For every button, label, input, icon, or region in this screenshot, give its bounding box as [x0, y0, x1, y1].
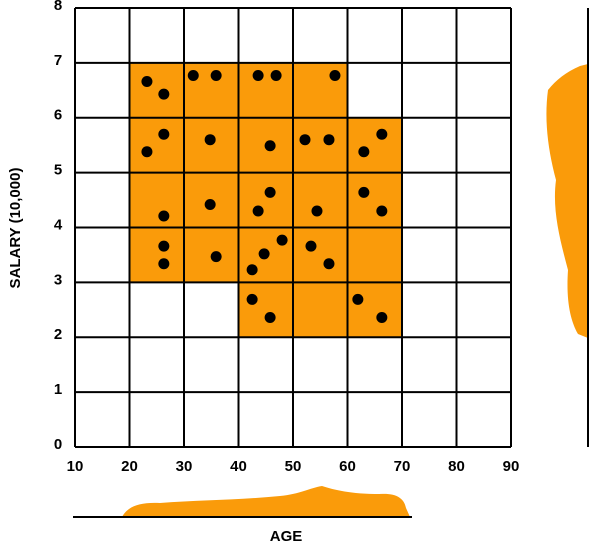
y-tick-label: 8	[54, 0, 62, 14]
y-tick-label: 1	[54, 381, 62, 398]
point	[204, 198, 216, 210]
y-tick-label: 0	[54, 436, 62, 453]
x-tick-label: 40	[230, 458, 247, 475]
point	[323, 134, 335, 146]
point	[323, 258, 335, 270]
point	[299, 134, 311, 146]
point	[158, 210, 170, 222]
y-tick-label: 3	[54, 271, 62, 288]
age-distribution	[122, 486, 410, 517]
point	[264, 140, 276, 152]
point	[258, 248, 270, 260]
point	[141, 146, 153, 158]
point	[376, 311, 388, 323]
point	[187, 69, 199, 81]
x-tick-label: 80	[448, 458, 465, 475]
point	[358, 186, 370, 198]
point	[158, 258, 170, 270]
point	[358, 146, 370, 158]
y-axis-title: SALARY (10,000)	[7, 168, 24, 289]
x-tick-label: 90	[503, 458, 520, 475]
y-tick-label: 4	[54, 216, 63, 233]
point	[329, 69, 341, 81]
point	[210, 69, 222, 81]
point	[376, 128, 388, 140]
y-tick-label: 7	[54, 52, 62, 69]
y-tick-label: 2	[54, 326, 62, 343]
point	[210, 251, 222, 263]
x-axis-title: AGE	[270, 528, 303, 545]
point	[311, 205, 323, 217]
shaded-region	[238, 282, 402, 338]
x-tick-label: 20	[121, 458, 138, 475]
point	[246, 293, 258, 305]
point	[246, 264, 258, 276]
point	[264, 186, 276, 198]
y-tick-label: 6	[54, 107, 62, 124]
point	[276, 234, 288, 246]
x-tick-label: 50	[285, 458, 302, 475]
x-tick-label: 60	[339, 458, 356, 475]
x-tick-label: 30	[176, 458, 193, 475]
point	[270, 69, 282, 81]
y-tick-label: 5	[54, 162, 62, 179]
point	[141, 76, 153, 88]
point	[305, 240, 317, 252]
point	[376, 205, 388, 217]
point	[252, 69, 264, 81]
point	[158, 88, 170, 100]
shaded-region	[347, 117, 402, 283]
x-tick-label: 10	[67, 458, 84, 475]
point	[264, 311, 276, 323]
point	[252, 205, 264, 217]
point	[158, 240, 170, 252]
salary-distribution	[546, 64, 588, 338]
x-tick-label: 70	[394, 458, 411, 475]
point	[158, 128, 170, 140]
point	[204, 134, 216, 146]
point	[352, 293, 364, 305]
